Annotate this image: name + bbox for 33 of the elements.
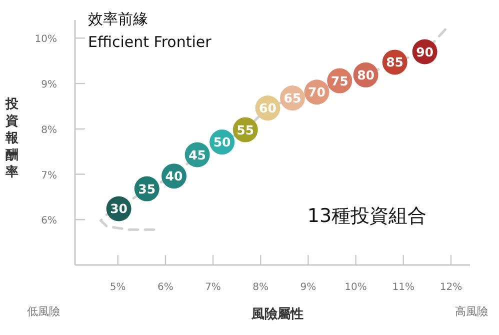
- chart-title: 效率前緣: [88, 10, 148, 28]
- annotation: 45: [188, 147, 206, 162]
- annotation: 50: [213, 134, 232, 150]
- x-axis-title: 風險屬性: [250, 307, 304, 322]
- x-tick-label: 10%: [344, 282, 367, 293]
- x-tick-label: 7%: [205, 282, 221, 293]
- annotation: 13種投資組合: [307, 205, 427, 227]
- x-tick-label: 5%: [110, 282, 126, 293]
- annotation: 80: [357, 67, 375, 82]
- text: 低風險: [27, 305, 60, 318]
- annotation: 65: [284, 90, 302, 106]
- annotation: 70: [308, 84, 326, 100]
- annotation: 55: [236, 122, 254, 138]
- x-tick-label: 9%: [300, 282, 316, 293]
- annotation: 75: [330, 73, 348, 88]
- x-tick-label: 6%: [157, 282, 174, 293]
- x-tick-label: 12%: [440, 282, 462, 293]
- x-tick-label: 8%: [252, 282, 269, 293]
- y-tick-label: 7%: [41, 170, 57, 182]
- text: Efficient Frontier: [88, 33, 212, 51]
- y-tick-label: 6%: [41, 216, 57, 227]
- annotation: 60: [259, 100, 277, 116]
- text: 高風險: [455, 305, 488, 318]
- y-axis-title: 投資報酬率: [4, 97, 20, 180]
- annotation: 85: [386, 54, 404, 70]
- annotation: 90: [416, 44, 434, 60]
- y-tick-label: 9%: [41, 80, 57, 91]
- y-tick-label: 10%: [34, 34, 57, 46]
- annotation: 30: [110, 201, 128, 216]
- y-tick-label: 8%: [41, 124, 57, 136]
- x-tick-label: 11%: [392, 282, 414, 293]
- annotation: 40: [165, 168, 183, 184]
- annotation: 35: [138, 181, 156, 196]
